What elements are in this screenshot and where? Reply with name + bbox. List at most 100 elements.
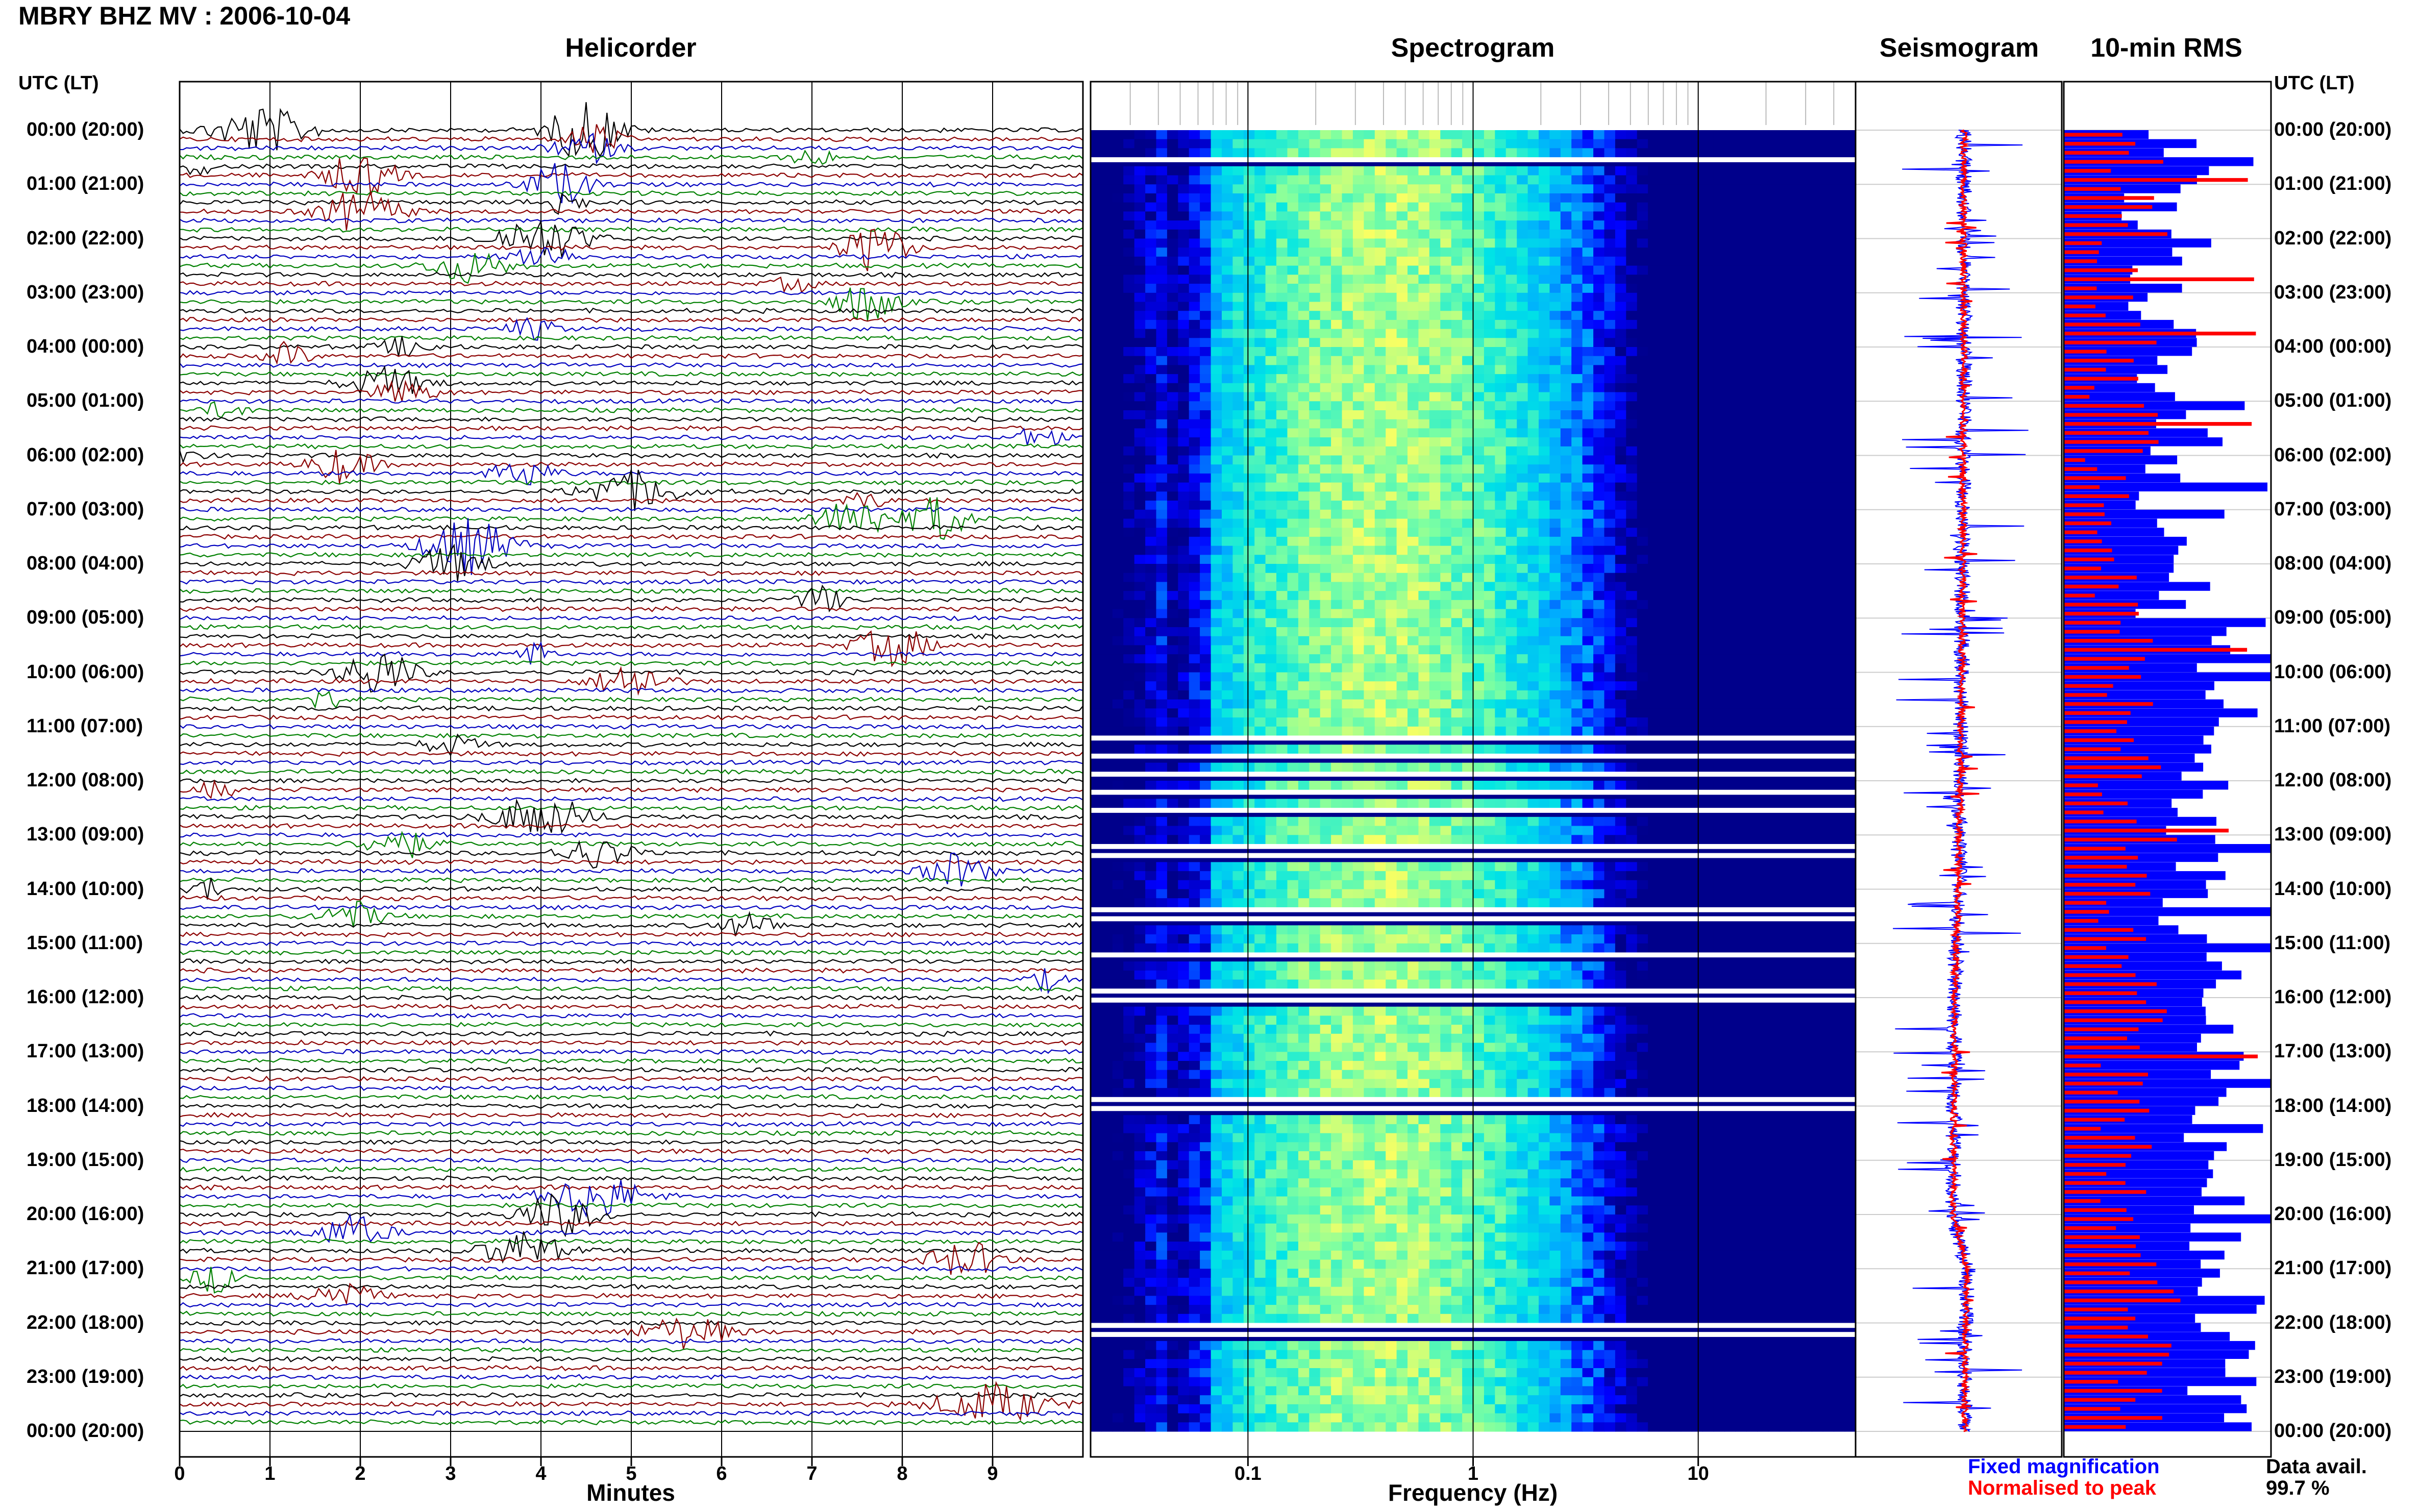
spectrogram-cell xyxy=(1800,609,1813,618)
spectrogram-cell xyxy=(1604,690,1616,700)
spectrogram-cell xyxy=(1386,202,1397,212)
spectrogram-cell xyxy=(1702,410,1714,420)
spectrogram-cell xyxy=(1101,329,1113,338)
spectrogram-cell xyxy=(1418,437,1430,447)
spectrogram-cell xyxy=(1505,491,1517,501)
spectrogram-cell xyxy=(1539,573,1550,582)
spectrogram-cell xyxy=(1800,383,1813,393)
spectrogram-cell xyxy=(1320,148,1331,158)
spectrogram-cell xyxy=(1713,491,1725,501)
spectrogram-cell xyxy=(1702,329,1714,338)
spectrogram-cell xyxy=(1670,609,1682,618)
spectrogram-cell xyxy=(1790,193,1801,203)
spectrogram-cell xyxy=(1451,455,1463,465)
spectrogram-cell xyxy=(1320,699,1331,709)
time-label-left: 10:00 (06:00) xyxy=(27,661,144,683)
spectrogram-cell xyxy=(1243,518,1255,528)
spectrogram-cell xyxy=(1374,130,1386,140)
spectrogram-cell xyxy=(1352,654,1365,664)
spectrogram-cell xyxy=(1091,238,1102,248)
spectrogram-cell xyxy=(1134,428,1146,438)
spectrogram-cell xyxy=(1331,509,1343,519)
spectrogram-cell xyxy=(1167,482,1179,492)
spectrogram-cell xyxy=(1232,247,1244,257)
spectrogram-cell xyxy=(1812,708,1823,718)
spectrogram-cell xyxy=(1560,473,1572,483)
spectrogram-cell xyxy=(1396,284,1408,293)
spectrogram-cell xyxy=(1145,672,1157,682)
spectrogram-cell xyxy=(1276,338,1288,348)
spectrogram-cell xyxy=(1702,437,1714,447)
spectrogram-cell xyxy=(1604,184,1616,194)
spectrogram-cell xyxy=(1691,491,1703,501)
spectrogram-cell xyxy=(1462,699,1474,709)
spectrogram-cell xyxy=(1790,491,1801,501)
spectrogram-cell xyxy=(1571,609,1583,618)
spectrogram-cell xyxy=(1134,265,1146,275)
spectrogram-cell xyxy=(1287,573,1299,582)
spectrogram-cell xyxy=(1298,419,1310,429)
spectrogram-cell xyxy=(1626,762,1638,772)
spectrogram-cell xyxy=(1352,347,1365,357)
spectrogram-cell xyxy=(1364,573,1375,582)
spectrogram-cell xyxy=(1352,690,1365,700)
helicorder-trace xyxy=(179,163,1083,177)
spectrogram-cell xyxy=(1156,302,1168,311)
spectrogram-cell xyxy=(1800,365,1813,375)
spectrogram-cell xyxy=(1091,609,1102,618)
spectrogram-cell xyxy=(1101,654,1113,664)
spectrogram-cell xyxy=(1527,392,1539,402)
spectrogram-cell xyxy=(1396,618,1408,628)
spectrogram-cell xyxy=(1735,509,1747,519)
helicorder-trace xyxy=(179,371,1083,378)
spectrogram-cell xyxy=(1440,726,1452,736)
spectrogram-cell xyxy=(1364,555,1375,564)
spectrogram-cell xyxy=(1331,654,1343,664)
helicorder-trace xyxy=(179,705,1083,712)
spectrogram-cell xyxy=(1735,148,1747,158)
spectrogram-cell xyxy=(1822,193,1834,203)
spectrogram-cell xyxy=(1768,302,1780,311)
spectrogram-cell xyxy=(1276,699,1288,709)
spectrogram-cell xyxy=(1276,555,1288,564)
helicorder-trace xyxy=(179,958,1083,965)
spectrogram-cell xyxy=(1779,437,1791,447)
spectrogram-cell xyxy=(1364,238,1375,248)
spectrogram-cell xyxy=(1582,681,1594,691)
spectrogram-cell xyxy=(1451,229,1463,239)
spectrogram-cell xyxy=(1768,663,1780,673)
spectrogram-cell xyxy=(1473,455,1485,465)
spectrogram-cell xyxy=(1757,455,1769,465)
spectrogram-cell xyxy=(1724,202,1736,212)
spectrogram-cell xyxy=(1408,455,1419,465)
spectrogram-cell xyxy=(1713,302,1725,311)
spectrogram-cell xyxy=(1604,437,1616,447)
spectrogram-cell xyxy=(1167,699,1179,709)
spectrogram-cell xyxy=(1222,582,1233,591)
spectrogram-cell xyxy=(1265,284,1277,293)
spectrogram-cell xyxy=(1462,319,1474,330)
spectrogram-cell xyxy=(1254,220,1266,230)
spectrogram-cell xyxy=(1167,275,1179,284)
spectrogram-cell xyxy=(1495,564,1507,574)
spectrogram-cell xyxy=(1659,618,1670,628)
spectrogram-cell xyxy=(1637,672,1648,682)
spectrogram-cell xyxy=(1451,311,1463,320)
spectrogram-cell xyxy=(1418,636,1430,646)
spectrogram-cell xyxy=(1844,491,1856,501)
spectrogram-cell xyxy=(1724,302,1736,311)
spectrogram-cell xyxy=(1670,175,1682,185)
spectrogram-cell xyxy=(1167,139,1179,148)
spectrogram-cell xyxy=(1396,275,1408,284)
spectrogram-cell xyxy=(1560,726,1572,736)
spectrogram-cell xyxy=(1364,600,1375,610)
spectrogram-cell xyxy=(1429,681,1441,691)
spectrogram-cell xyxy=(1320,410,1331,420)
spectrogram-cell xyxy=(1681,609,1692,618)
spectrogram-cell xyxy=(1626,302,1638,311)
spectrogram-cell xyxy=(1505,319,1517,330)
spectrogram-cell xyxy=(1396,311,1408,320)
spectrogram-cell xyxy=(1418,555,1430,564)
spectrogram-cell xyxy=(1408,311,1419,320)
spectrogram-cell xyxy=(1364,528,1375,537)
